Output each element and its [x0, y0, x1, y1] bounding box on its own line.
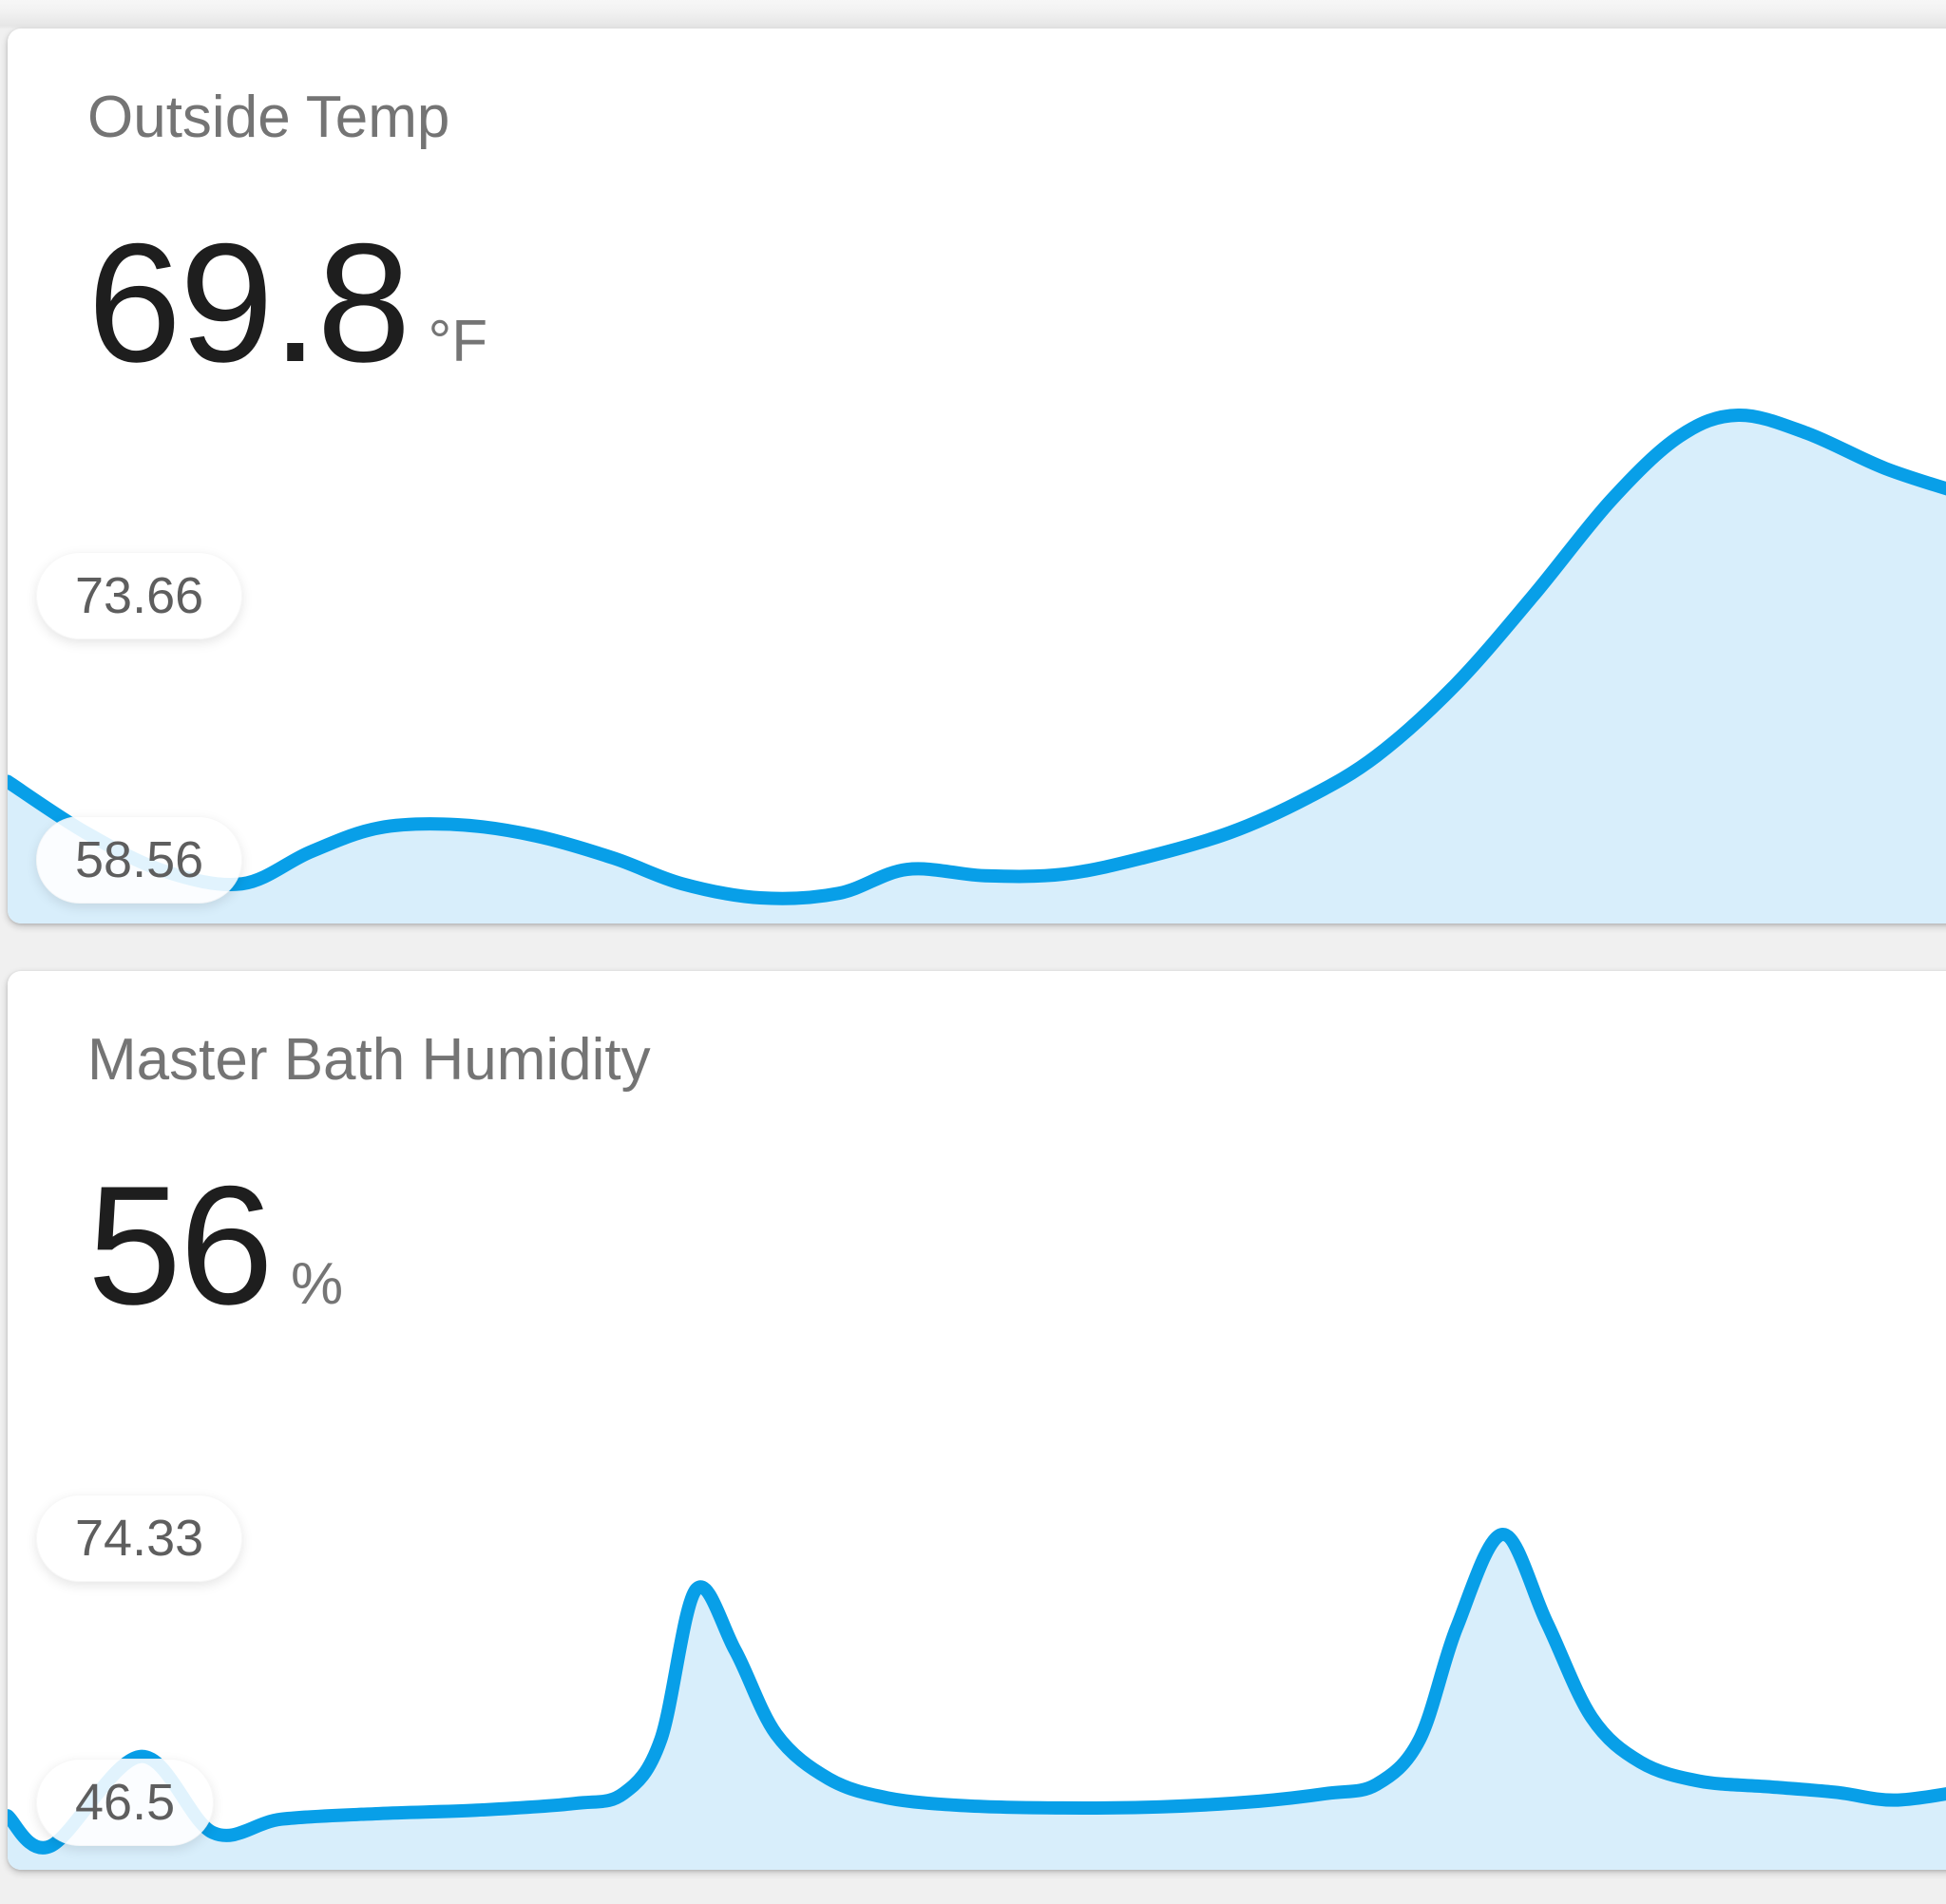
- graph-min-badge: 58.56: [36, 816, 243, 904]
- sensor-value: 69.8: [87, 208, 410, 397]
- sensor-card-title: Outside Temp: [87, 85, 450, 150]
- graph-min-badge: 46.5: [36, 1759, 215, 1846]
- graph-max-badge: 74.33: [36, 1495, 243, 1582]
- sensor-value: 56: [87, 1151, 274, 1340]
- sensor-card-outside-temp[interactable]: Outside Temp 69.8 °F 73.66 58.56: [8, 29, 1946, 923]
- sensor-unit: °F: [428, 309, 488, 374]
- sensor-value-row: 56 %: [87, 1151, 344, 1340]
- history-sparkline-chart: [8, 1385, 1946, 1870]
- page-top-gutter: [0, 0, 1946, 29]
- history-sparkline-chart: [8, 399, 1946, 923]
- sensor-card-title: Master Bath Humidity: [87, 1027, 651, 1093]
- sensor-value-row: 69.8 °F: [87, 208, 488, 397]
- sensor-unit: %: [291, 1251, 344, 1317]
- sensor-card-master-bath-humidity[interactable]: Master Bath Humidity 56 % 74.33 46.5: [8, 971, 1946, 1870]
- graph-max-badge: 73.66: [36, 552, 243, 639]
